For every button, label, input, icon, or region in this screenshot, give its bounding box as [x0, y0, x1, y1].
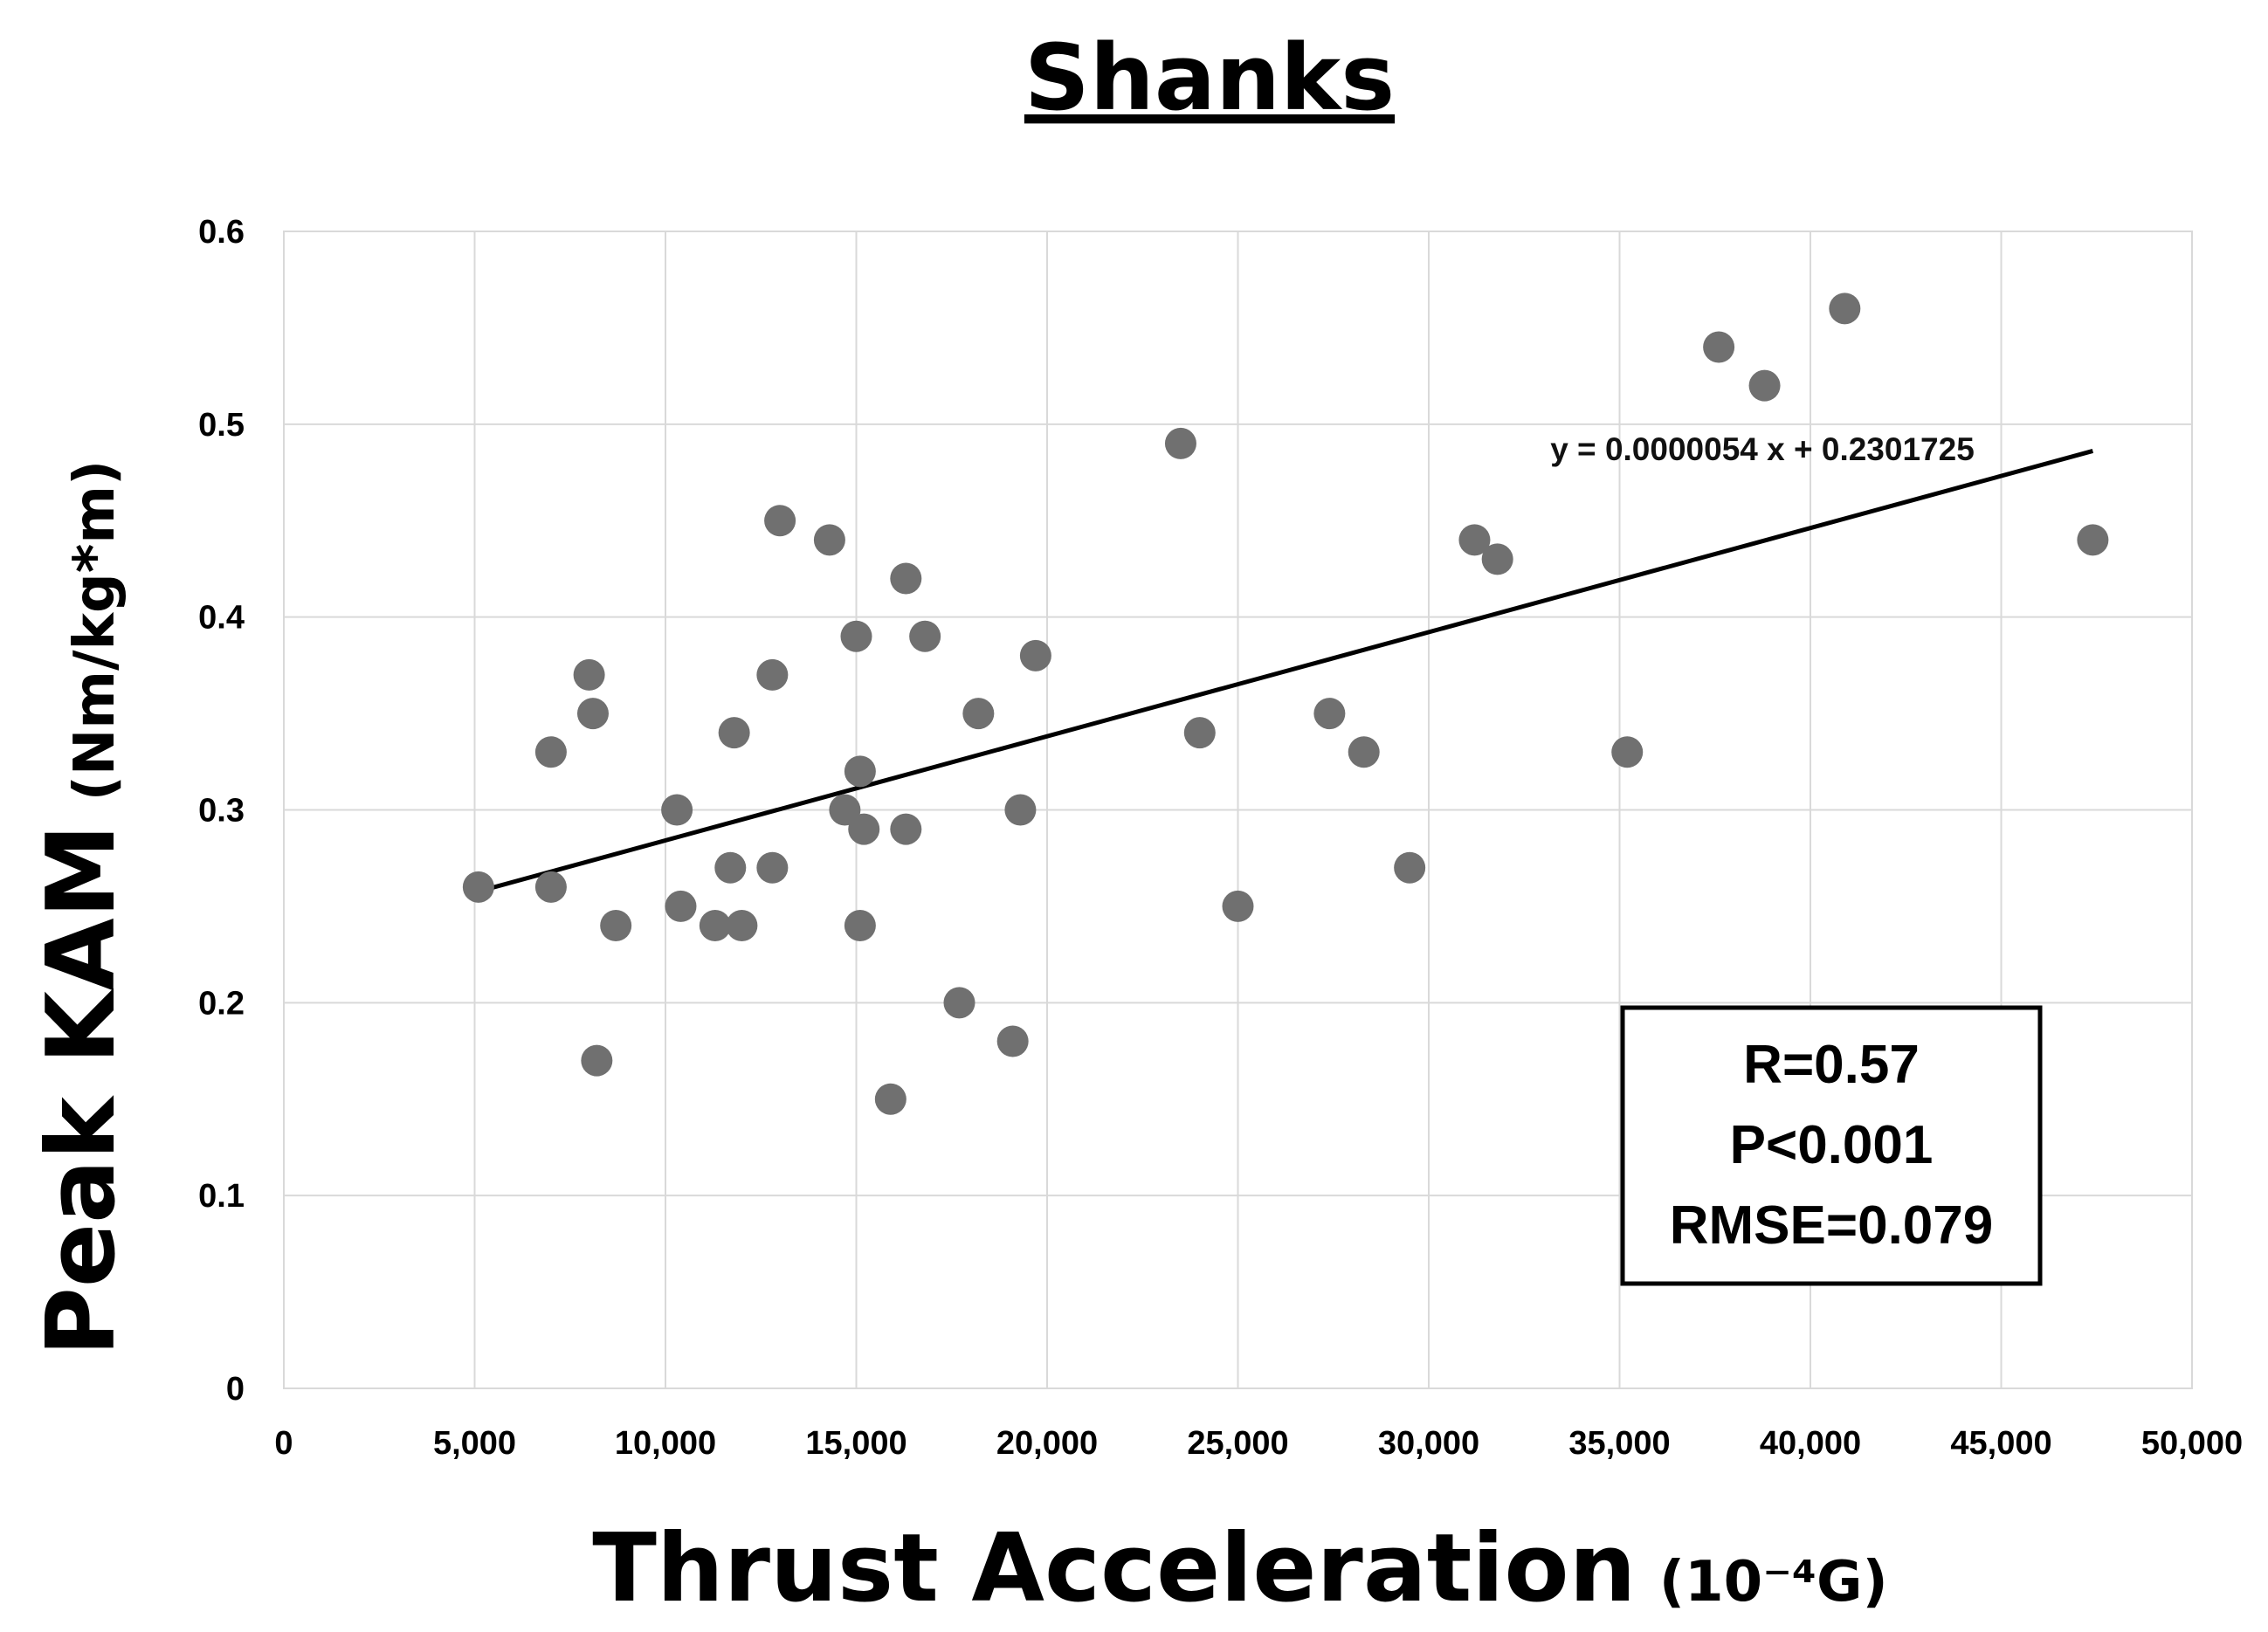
data-point	[600, 910, 632, 941]
data-point	[576, 698, 609, 730]
data-point	[718, 717, 750, 749]
data-point	[890, 813, 922, 845]
plot-area	[283, 231, 2193, 1389]
data-point	[962, 698, 995, 730]
data-point	[581, 1044, 613, 1077]
data-point	[756, 851, 789, 884]
data-point	[1313, 698, 1346, 730]
data-point	[996, 1025, 1029, 1057]
data-point	[534, 736, 567, 768]
x-axis-title-main: Thrust Acceleration	[592, 1514, 1636, 1623]
x-tick-label: 30,000	[1378, 1425, 1479, 1462]
data-point	[840, 620, 872, 652]
data-point	[1183, 717, 1216, 749]
data-point	[909, 620, 941, 652]
data-point	[829, 794, 861, 826]
x-tick-label: 50,000	[2141, 1425, 2243, 1462]
y-tick-label: 0.6	[198, 214, 245, 251]
y-tick-label: 0.3	[198, 793, 245, 830]
data-point	[943, 987, 975, 1019]
x-tick-label: 25,000	[1187, 1425, 1288, 1462]
x-tick-label: 45,000	[1950, 1425, 2051, 1462]
data-point	[2077, 524, 2109, 556]
stat-r: R=0.57	[1743, 1035, 1920, 1095]
data-point	[848, 813, 880, 845]
data-point	[665, 890, 697, 922]
y-tick-label: 0.5	[198, 407, 245, 444]
y-tick-label: 0.1	[198, 1178, 245, 1215]
data-point	[1394, 851, 1426, 884]
y-axis-title-main: Peak KAM	[27, 824, 136, 1356]
data-point	[1748, 369, 1781, 402]
data-point	[844, 910, 876, 941]
data-point	[844, 755, 876, 788]
data-point	[1703, 331, 1735, 363]
data-point	[890, 562, 922, 595]
data-point	[764, 505, 796, 537]
x-tick-label: 35,000	[1568, 1425, 1670, 1462]
y-axis-title-unit: (Nm/kg*m)	[63, 460, 128, 802]
x-tick-label: 15,000	[805, 1425, 907, 1462]
trendline	[478, 449, 2094, 894]
x-tick-label: 20,000	[996, 1425, 1098, 1462]
data-point	[1222, 890, 1254, 922]
data-point	[534, 871, 567, 903]
y-axis-ticks: 0 0.1 0.2 0.3 0.4 0.5 0.6	[198, 214, 245, 1408]
data-point	[714, 851, 747, 884]
data-point	[1458, 524, 1491, 556]
x-tick-label: 40,000	[1760, 1425, 1861, 1462]
data-point	[573, 658, 605, 691]
data-point	[1164, 427, 1196, 459]
y-tick-label: 0	[226, 1371, 245, 1408]
data-point	[813, 524, 845, 556]
x-tick-label: 10,000	[615, 1425, 716, 1462]
stats-box-frame	[1620, 1005, 2043, 1286]
y-tick-label: 0.4	[198, 600, 245, 637]
stat-p: P<0.001	[1730, 1115, 1934, 1175]
data-point	[756, 658, 789, 691]
chart-title: Shanks	[1024, 24, 1395, 131]
data-point	[726, 910, 758, 941]
data-point	[699, 910, 731, 941]
data-point	[1004, 794, 1037, 826]
y-axis-title: Peak KAM (Nm/kg*m)	[27, 460, 136, 1357]
data-point	[874, 1083, 907, 1115]
data-point	[1611, 736, 1644, 768]
stats-box: R=0.57 P<0.001 RMSE=0.079	[1620, 1005, 2043, 1286]
data-points	[462, 293, 2109, 1115]
data-point	[1481, 543, 1513, 575]
data-point	[1019, 639, 1051, 671]
data-point	[462, 871, 494, 903]
x-axis-title-unit: (10⁻⁴G)	[1659, 1550, 1888, 1615]
data-point	[1829, 293, 1861, 325]
stat-rmse: RMSE=0.079	[1670, 1195, 1994, 1256]
x-axis-ticks: 0 5,000 10,000 15,000 20,000 25,000 30,000 35,0…	[274, 1425, 2243, 1462]
trendline-equation: y = 0.0000054 x + 0.2301725	[1550, 431, 1975, 467]
y-tick-label: 0.2	[198, 985, 245, 1022]
x-tick-label: 5,000	[433, 1425, 516, 1462]
data-point	[1348, 736, 1380, 768]
data-point	[661, 794, 693, 826]
x-axis-title: Thrust Acceleration (10⁻⁴G)	[592, 1514, 1888, 1623]
x-tick-label: 0	[274, 1425, 293, 1462]
